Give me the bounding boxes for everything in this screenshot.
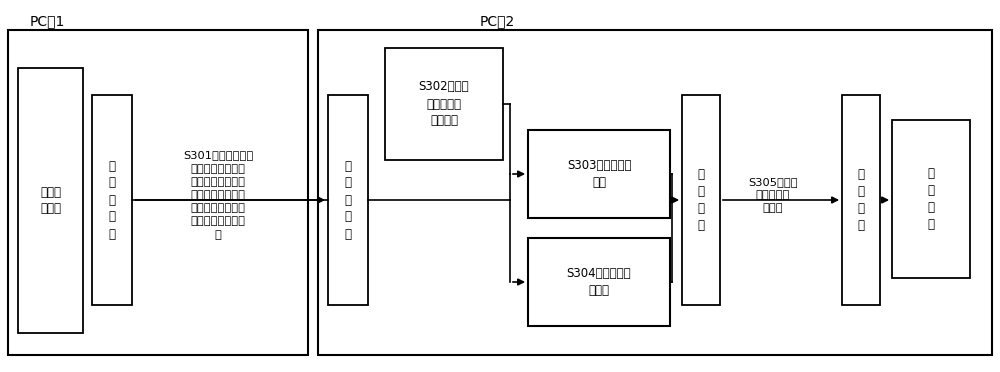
Bar: [528, 130, 670, 218]
Text: 以
太
网
接
口: 以 太 网 接 口: [108, 160, 116, 241]
Bar: [842, 95, 880, 305]
Text: S301：目标车辆的
第二坐标信息、与
目标车辆关联的车
道分别对应的车道
线信息、以及目标
车辆的第二航向信
息: S301：目标车辆的 第二坐标信息、与 目标车辆关联的车 道分别对应的车道 线信…: [183, 150, 253, 240]
Text: 模
型
接
口: 模 型 接 口: [858, 168, 864, 232]
Text: 以
太
网
接
口: 以 太 网 接 口: [344, 160, 352, 241]
Bar: [892, 120, 970, 278]
Text: 运行仿
真软件: 运行仿 真软件: [40, 186, 61, 215]
Bar: [682, 95, 720, 305]
Bar: [92, 95, 132, 305]
Text: 规
控
算
法: 规 控 算 法: [928, 167, 934, 231]
Text: S305：导航
信息和参考
点信息: S305：导航 信息和参考 点信息: [748, 177, 798, 213]
Text: S302：获取
预采集的路
径点信息: S302：获取 预采集的路 径点信息: [419, 80, 469, 128]
Text: PC机1: PC机1: [30, 14, 65, 28]
Bar: [318, 30, 992, 355]
Bar: [18, 68, 83, 333]
Text: S304：确定参考
点信息: S304：确定参考 点信息: [567, 267, 631, 297]
Bar: [328, 95, 368, 305]
Bar: [8, 30, 308, 355]
Text: 模
型
接
口: 模 型 接 口: [698, 168, 704, 232]
Bar: [385, 48, 503, 160]
Text: PC机2: PC机2: [480, 14, 515, 28]
Text: S303：确定导航
信息: S303：确定导航 信息: [567, 159, 631, 189]
Bar: [528, 238, 670, 326]
